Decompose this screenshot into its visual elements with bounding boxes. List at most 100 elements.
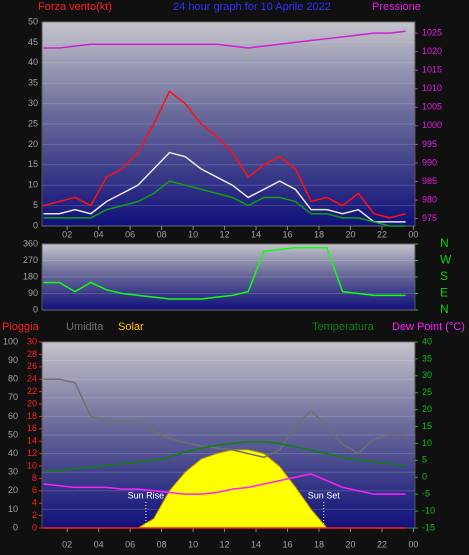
x-tick-label: 06 <box>125 229 135 239</box>
x-tick-label: 14 <box>251 229 261 239</box>
y2-tick-label: 995 <box>422 139 437 149</box>
y2-tick-label: 20 <box>422 404 432 414</box>
plot-area <box>41 21 416 227</box>
y3-tick-label: 22 <box>27 386 37 396</box>
y-tick-label: 360 <box>23 238 38 248</box>
legend-entry: Temperatura <box>312 321 375 333</box>
x-tick-label: 02 <box>62 229 72 239</box>
y2-tick-label: 5 <box>422 455 427 465</box>
x-tick-label: 06 <box>125 539 135 549</box>
y2-tick-label: 1025 <box>422 28 442 38</box>
y2-tick-label: -15 <box>422 522 435 532</box>
y-tick-label: 20 <box>8 485 18 495</box>
y2-tick-label: E <box>440 286 448 300</box>
y-tick-label: 15 <box>28 159 38 169</box>
y-tick-label: 0 <box>33 220 38 230</box>
y3-tick-label: 14 <box>27 436 37 446</box>
x-tick-label: 16 <box>283 229 293 239</box>
y-tick-label: 50 <box>8 429 18 439</box>
y3-tick-label: 26 <box>27 361 37 371</box>
y3-tick-label: 0 <box>32 522 37 532</box>
line <box>43 378 406 459</box>
y-tick-label: 10 <box>8 504 18 514</box>
y2-tick-label: -5 <box>422 489 430 499</box>
y2-tick-label: 10 <box>422 438 432 448</box>
y2-tick-label: 1020 <box>422 46 442 56</box>
x-tick-label: 00 <box>408 229 418 239</box>
legend-entry: Dew Point (°C) <box>392 321 465 333</box>
line <box>43 441 406 472</box>
y-tick-label: 30 <box>8 467 18 477</box>
y2-tick-label: 990 <box>422 157 437 167</box>
y2-tick-label: 980 <box>422 194 437 204</box>
y3-tick-label: 16 <box>27 423 37 433</box>
y-tick-label: 20 <box>28 139 38 149</box>
y2-tick-label: 40 <box>422 336 432 346</box>
x-tick-label: 14 <box>251 539 261 549</box>
y3-tick-label: 6 <box>32 485 37 495</box>
legend-entry: Pioggia <box>2 321 40 333</box>
x-tick-label: 18 <box>314 539 324 549</box>
y2-tick-label: W <box>440 253 452 267</box>
x-tick-label: 22 <box>377 539 387 549</box>
line <box>43 90 406 219</box>
y2-tick-label: 25 <box>422 387 432 397</box>
y-tick-label: 90 <box>28 288 38 298</box>
x-tick-label: 18 <box>314 229 324 239</box>
y2-tick-label: 1005 <box>422 102 442 112</box>
y3-tick-label: 20 <box>27 398 37 408</box>
y2-tick-label: 1015 <box>422 65 442 75</box>
y3-tick-label: 18 <box>27 411 37 421</box>
y-tick-label: 90 <box>8 355 18 365</box>
x-tick-label: 10 <box>188 539 198 549</box>
annotation: Sun Rise <box>128 490 165 500</box>
x-tick-label: 02 <box>62 539 72 549</box>
x-tick-label: 08 <box>157 539 167 549</box>
y2-tick-label: N <box>440 302 449 316</box>
y2-axis-title: Pressione <box>372 1 421 13</box>
y-tick-label: 40 <box>28 57 38 67</box>
y2-tick-label: 985 <box>422 176 437 186</box>
y2-tick-label: -10 <box>422 505 435 515</box>
y-tick-label: 0 <box>33 304 38 314</box>
line <box>43 473 406 495</box>
y3-tick-label: 10 <box>27 460 37 470</box>
line <box>43 30 406 49</box>
x-tick-label: 16 <box>283 539 293 549</box>
annotation: Sun Set <box>308 490 341 500</box>
y2-tick-label: 975 <box>422 213 437 223</box>
y-tick-label: 50 <box>28 16 38 26</box>
y2-tick-label: 1000 <box>422 120 442 130</box>
y2-tick-label: N <box>440 236 449 250</box>
x-tick-label: 04 <box>94 229 104 239</box>
y3-tick-label: 2 <box>32 510 37 520</box>
line <box>43 246 406 300</box>
chart-title: 24 hour graph for 10 Aprile 2022 <box>173 1 331 13</box>
y-tick-label: 25 <box>28 118 38 128</box>
x-tick-label: 10 <box>188 229 198 239</box>
line <box>43 151 406 223</box>
x-tick-label: 12 <box>220 229 230 239</box>
y-tick-label: 40 <box>8 448 18 458</box>
y2-tick-label: 15 <box>422 421 432 431</box>
y2-tick-label: 35 <box>422 353 432 363</box>
y2-tick-label: 0 <box>422 472 427 482</box>
y-tick-label: 70 <box>8 392 18 402</box>
plot-area <box>41 243 416 311</box>
y-tick-label: 180 <box>23 271 38 281</box>
x-tick-label: 22 <box>377 229 387 239</box>
x-tick-label: 20 <box>345 229 355 239</box>
y3-tick-label: 4 <box>32 498 37 508</box>
y2-tick-label: 30 <box>422 370 432 380</box>
y-tick-label: 0 <box>13 522 18 532</box>
x-tick-label: 04 <box>94 539 104 549</box>
y2-tick-label: 1010 <box>422 83 442 93</box>
line <box>43 180 406 227</box>
y-tick-label: 60 <box>8 411 18 421</box>
x-tick-label: 08 <box>157 229 167 239</box>
y3-tick-label: 12 <box>27 448 37 458</box>
y3-tick-label: 24 <box>27 374 37 384</box>
y-tick-label: 270 <box>23 255 38 265</box>
